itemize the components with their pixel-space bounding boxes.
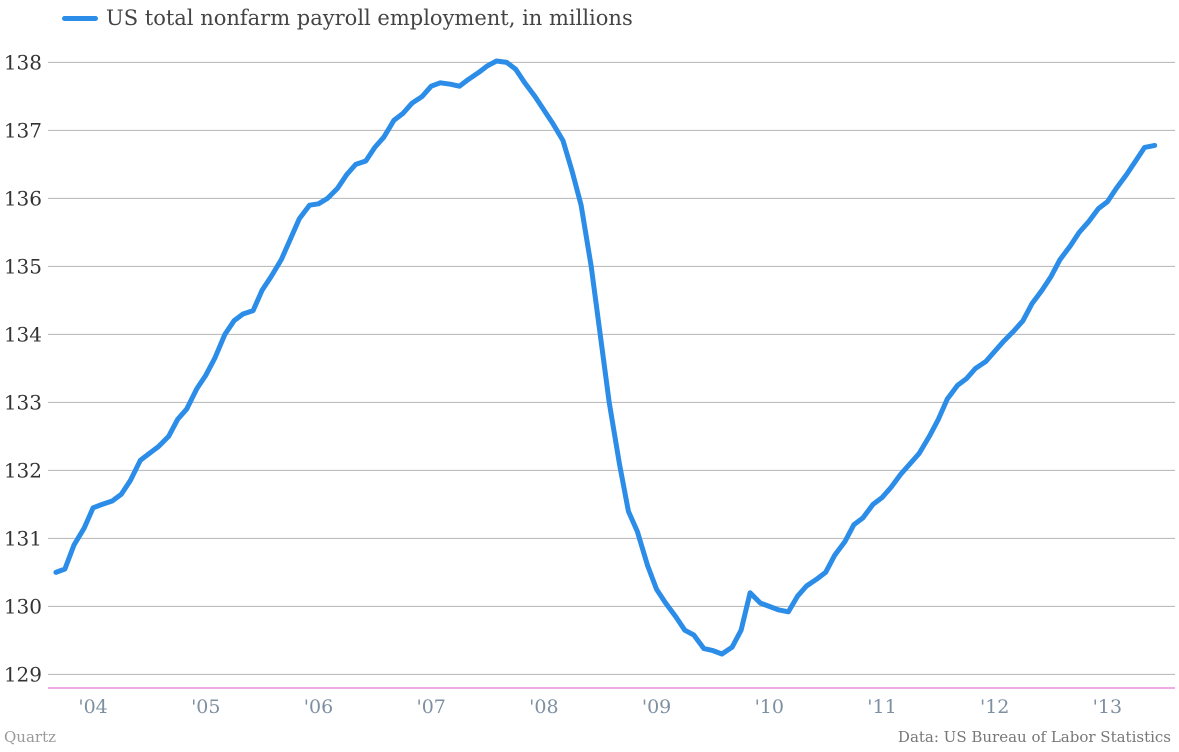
x-tick-labels: '04 '05 '06 '07 '08 '09 '10 '11 '12 '13	[78, 696, 1122, 718]
credit-label: Quartz	[4, 728, 57, 746]
x-tick-label: '12	[980, 696, 1009, 718]
legend-label: US total nonfarm payroll employment, in …	[106, 6, 633, 30]
x-tick-label: '08	[529, 696, 558, 718]
y-tick-labels: 129 130 131 132 133 134 135 136 137 138	[4, 50, 42, 686]
y-tick-label: 136	[4, 186, 42, 210]
series-line-0	[53, 58, 1158, 657]
x-tick-label: '13	[1093, 696, 1122, 718]
y-tick-label: 133	[4, 390, 42, 414]
y-tick-label: 137	[4, 118, 42, 142]
y-tick-label: 129	[4, 662, 42, 686]
y-tick-label: 131	[4, 526, 42, 550]
legend: US total nonfarm payroll employment, in …	[62, 6, 633, 30]
grid-lines	[48, 61, 1175, 675]
y-tick-label: 138	[4, 50, 42, 74]
x-tick-label: '05	[191, 696, 220, 718]
x-tick-label: '07	[416, 696, 445, 718]
x-tick-label: '10	[755, 696, 784, 718]
y-tick-label: 130	[4, 594, 42, 618]
legend-swatch	[62, 15, 98, 21]
data-source-label: Data: US Bureau of Labor Statistics	[897, 728, 1171, 746]
x-tick-label: '06	[304, 696, 333, 718]
x-tick-label: '04	[78, 696, 107, 718]
y-tick-label: 135	[4, 254, 42, 278]
y-tick-label: 134	[4, 322, 42, 346]
y-tick-label: 132	[4, 458, 42, 482]
series-lines	[53, 58, 1158, 657]
x-tick-label: '11	[867, 696, 896, 718]
x-tick-label: '09	[642, 696, 671, 718]
